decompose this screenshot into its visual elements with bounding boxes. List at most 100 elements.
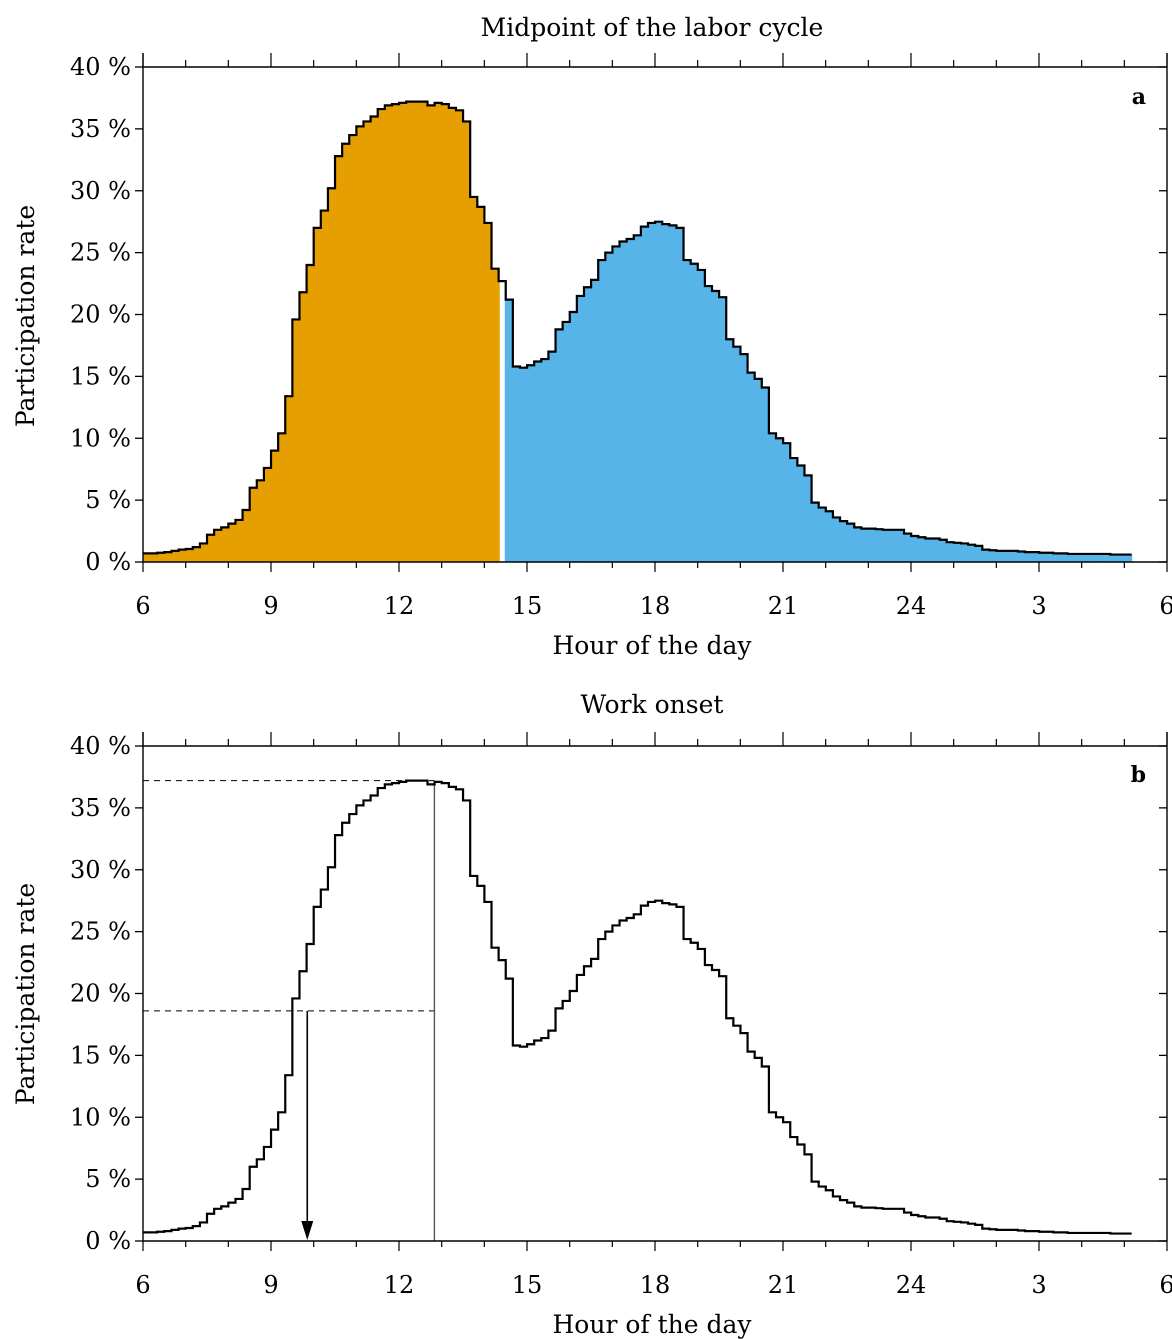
panel-b-chart: Work onset 0 % 5 % 10 % 15 % 20 % 25 % 30 % 35 …	[11, 690, 1172, 1339]
histogram-bar	[690, 263, 699, 562]
onset-arrow-head	[301, 1221, 314, 1240]
histogram-bar	[384, 105, 393, 563]
histogram-bar	[221, 527, 229, 562]
x-tick-label: 21	[768, 1271, 799, 1299]
histogram-bar	[228, 523, 237, 562]
histogram-bar	[477, 206, 485, 562]
histogram-bar	[448, 107, 457, 562]
histogram-bar	[1096, 553, 1104, 562]
histogram-bar	[171, 550, 180, 562]
histogram-bar	[484, 222, 493, 562]
histogram-bar	[1067, 553, 1076, 562]
histogram-bar	[377, 109, 386, 562]
histogram-bar	[320, 210, 329, 563]
histogram-bar	[192, 547, 201, 562]
panel-a-x-axis-label: Hour of the day	[552, 631, 752, 660]
x-tick-label: 12	[384, 1271, 415, 1299]
histogram-bar	[278, 433, 286, 562]
x-tick-label: 24	[896, 1271, 927, 1299]
histogram-bar	[740, 354, 749, 562]
y-tick-label: 30 %	[70, 856, 131, 884]
histogram-bar	[157, 552, 165, 562]
histogram-bar	[868, 528, 877, 562]
histogram-bar	[256, 480, 265, 562]
histogram-bar	[861, 528, 870, 562]
histogram-bar	[683, 260, 692, 562]
histogram-bar	[591, 279, 599, 562]
x-tick-label: 3	[1031, 1271, 1046, 1299]
histogram-bar	[413, 101, 421, 563]
x-tick-label: 18	[640, 592, 671, 620]
histogram-bar	[1117, 554, 1126, 562]
histogram-bar	[1103, 553, 1111, 562]
histogram-bar	[676, 227, 685, 563]
histogram-bar	[235, 519, 244, 562]
x-tick-label: 6	[135, 1271, 150, 1299]
histogram-bar	[1039, 552, 1047, 562]
y-tick-label: 15 %	[70, 1041, 131, 1069]
x-tick-label: 9	[263, 592, 278, 620]
histogram-bar	[712, 290, 720, 562]
x-tick-label: 12	[384, 592, 415, 620]
histogram-bar	[996, 550, 1005, 562]
histogram-bar	[512, 366, 521, 562]
histogram-bar	[363, 121, 372, 562]
y-tick-label: 20 %	[70, 980, 131, 1008]
histogram-bar	[199, 543, 208, 562]
y-tick-label: 30 %	[70, 177, 131, 205]
y-tick-label: 20 %	[70, 301, 131, 329]
x-tick-label: 21	[768, 592, 799, 620]
histogram-bar	[143, 553, 151, 562]
panel-b-tag: b	[1131, 762, 1146, 788]
histogram-bar	[455, 110, 464, 562]
histogram-bar	[953, 542, 962, 562]
histogram-bar	[391, 104, 400, 563]
histogram-bar	[548, 351, 557, 563]
histogram-bar	[463, 121, 471, 562]
histogram-bar	[939, 539, 948, 562]
histogram-bar	[420, 101, 429, 563]
histogram-bar	[434, 102, 443, 562]
histogram-bar	[633, 235, 642, 563]
histogram-bar	[932, 538, 941, 562]
histogram-bar	[1024, 552, 1033, 562]
histogram-bar	[626, 239, 635, 562]
histogram-bar	[441, 104, 450, 563]
histogram-bar	[406, 101, 414, 563]
y-tick-label: 0 %	[85, 1227, 131, 1255]
panel-b-title: Work onset	[581, 690, 724, 719]
y-tick-label: 35 %	[70, 794, 131, 822]
histogram-bar	[875, 529, 884, 562]
histogram-bar	[669, 225, 678, 562]
histogram-bar	[1032, 552, 1040, 562]
x-tick-label: 6	[1159, 592, 1172, 620]
histogram-bar	[911, 536, 919, 562]
histogram-bar	[1088, 553, 1097, 562]
histogram-bar	[555, 329, 564, 562]
histogram-bar	[960, 543, 969, 562]
histogram-bar	[647, 222, 656, 562]
histogram-bar	[399, 102, 407, 562]
histogram-bar	[178, 549, 187, 563]
panel-a-tag: a	[1132, 84, 1146, 110]
histogram-bar	[790, 458, 798, 562]
histogram-bar	[768, 433, 777, 562]
histogram-outline	[143, 100, 1132, 556]
histogram-bar	[840, 521, 848, 562]
histogram-bar	[583, 287, 592, 562]
histogram-bar	[1010, 550, 1019, 562]
histogram-bar	[747, 372, 756, 562]
histogram-bar	[726, 339, 734, 562]
histogram-bar	[640, 226, 649, 562]
histogram-bar	[598, 260, 606, 562]
histogram-bar	[541, 359, 550, 562]
histogram-bar	[1017, 551, 1026, 562]
histogram-bar	[370, 116, 379, 562]
histogram-bar	[1060, 553, 1069, 562]
histogram-bar	[285, 396, 293, 562]
histogram-bar	[754, 378, 763, 562]
panel-a-plot-area: 0 % 5 % 10 % 15 % 20 % 25 % 30 % 35 % 40 % 6 9 12 15…	[70, 53, 1172, 620]
histogram-bar	[825, 511, 834, 562]
histogram-bar	[1003, 550, 1012, 562]
